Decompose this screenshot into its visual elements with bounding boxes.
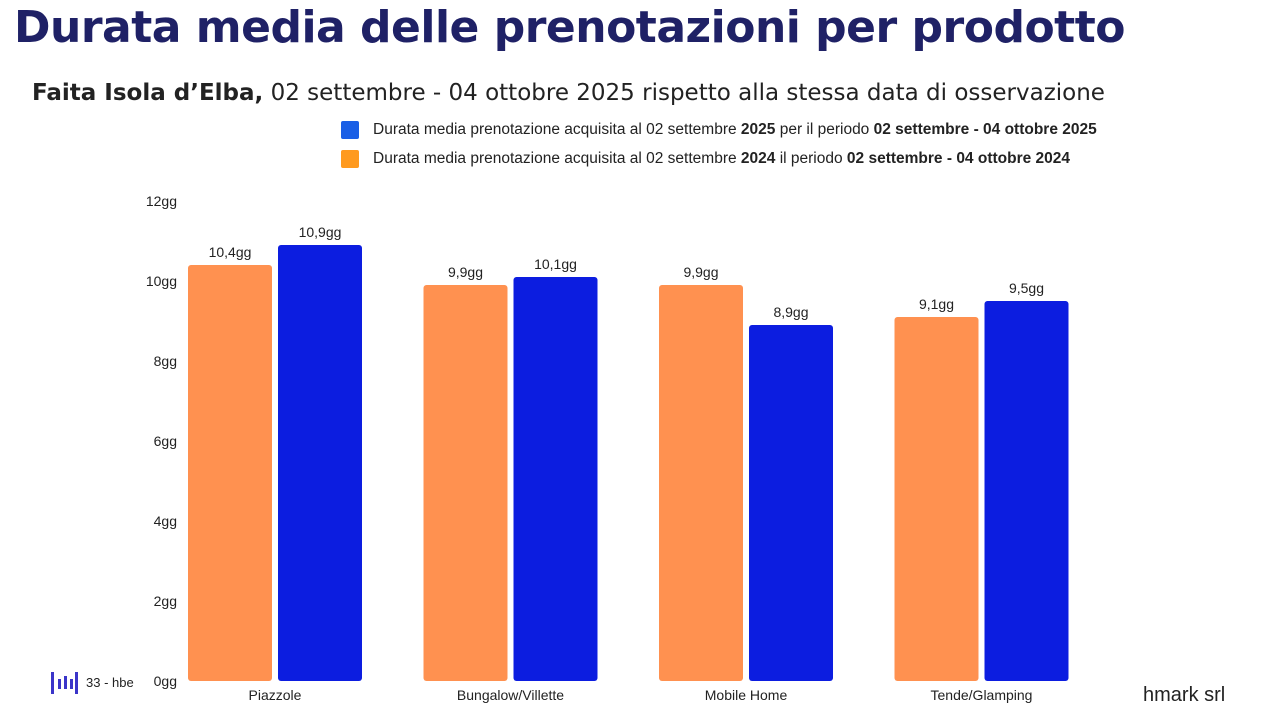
legend-text-2024: Durata media prenotazione acquisita al 0…	[373, 150, 1071, 167]
hbenchmark-logo-icon	[51, 672, 78, 694]
x-tick-label: Bungalow/Villette	[457, 687, 564, 703]
y-tick-label: 6gg	[154, 433, 177, 449]
bar	[423, 285, 508, 681]
page-title: Durata media delle prenotazioni per prod…	[14, 2, 1125, 53]
legend-item-2024: Durata media prenotazione acquisita al 0…	[341, 150, 1070, 168]
x-tick-label: Piazzole	[249, 687, 302, 703]
x-tick-label: Mobile Home	[705, 687, 788, 703]
bar-value-label: 8,9gg	[773, 304, 808, 320]
bar-value-label: 10,9gg	[299, 224, 342, 240]
y-tick-label: 0gg	[154, 673, 177, 689]
y-tick-label: 12gg	[146, 193, 177, 209]
bar	[188, 265, 272, 681]
bar-value-label: 9,1gg	[919, 296, 954, 312]
bar-value-label: 9,5gg	[1009, 280, 1044, 296]
legend-swatch-2025	[341, 121, 359, 139]
page-number: 33 - hbe	[86, 675, 134, 690]
legend-swatch-2024	[341, 150, 359, 168]
y-tick-label: 4gg	[154, 513, 177, 529]
bar	[749, 325, 833, 681]
bar-value-label: 9,9gg	[448, 264, 483, 280]
x-tick-label: Tende/Glamping	[931, 687, 1033, 703]
subtitle-location: Faita Isola d’Elba,	[32, 80, 264, 106]
bar-value-label: 9,9gg	[683, 264, 718, 280]
bar-value-label: 10,1gg	[534, 256, 577, 272]
bar-value-label: 10,4gg	[209, 244, 252, 260]
subtitle-period: 02 settembre - 04 ottobre 2025 rispetto …	[263, 80, 1105, 106]
legend-item-2025: Durata media prenotazione acquisita al 0…	[341, 121, 1097, 139]
footer-brand: hmark srl	[1143, 684, 1226, 706]
bar	[894, 317, 979, 681]
bar	[984, 301, 1069, 681]
bar	[513, 277, 598, 681]
page-subtitle: Faita Isola d’Elba, 02 settembre - 04 ot…	[32, 80, 1105, 106]
y-tick-label: 10gg	[146, 273, 177, 289]
y-tick-label: 2gg	[154, 593, 177, 609]
legend-text-2025: Durata media prenotazione acquisita al 0…	[373, 121, 1097, 138]
bar	[278, 245, 362, 681]
bar	[659, 285, 743, 681]
y-tick-label: 8gg	[154, 353, 177, 369]
